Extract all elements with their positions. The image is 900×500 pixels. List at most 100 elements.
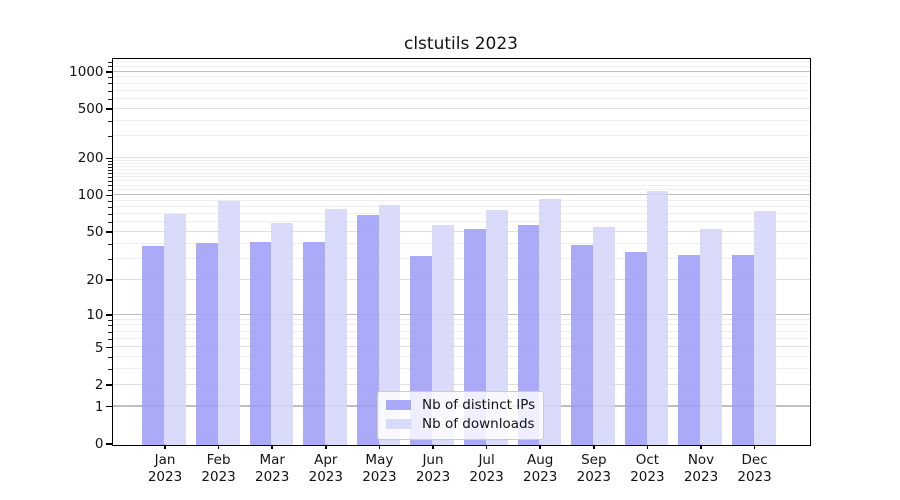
y-minor-tick bbox=[108, 163, 112, 165]
y-minor-tick bbox=[108, 136, 112, 138]
minor-gridline bbox=[112, 98, 811, 100]
bar-distinct-ips-oct bbox=[624, 251, 647, 445]
legend-row-distinct-ips: Nb of distinct IPs bbox=[386, 397, 535, 414]
y-minor-tick bbox=[108, 185, 112, 187]
legend-label-downloads: Nb of downloads bbox=[422, 416, 535, 432]
minor-gridline bbox=[112, 184, 811, 186]
y-major-tick bbox=[105, 443, 112, 445]
y-minor-tick bbox=[108, 83, 112, 85]
minor-gridline bbox=[112, 76, 811, 78]
y-tick-label: 10 bbox=[86, 306, 104, 323]
y-tick-label: 1 bbox=[94, 398, 104, 415]
y-minor-tick bbox=[108, 66, 112, 68]
bar-distinct-ips-aug bbox=[517, 225, 540, 445]
y-minor-tick bbox=[108, 176, 112, 178]
gridline bbox=[112, 157, 811, 159]
decade-gridline bbox=[112, 70, 811, 72]
gridline bbox=[112, 346, 811, 348]
x-tick-label: Feb 2023 bbox=[201, 452, 236, 485]
y-major-tick bbox=[105, 108, 112, 110]
y-minor-tick bbox=[108, 90, 112, 92]
minor-gridline bbox=[112, 172, 811, 174]
y-major-tick bbox=[105, 279, 112, 281]
y-tick-label: 5 bbox=[94, 339, 104, 356]
x-tick bbox=[646, 444, 649, 449]
y-major-tick bbox=[105, 231, 112, 234]
minor-gridline bbox=[112, 213, 811, 215]
x-tick-label: Jun 2023 bbox=[415, 452, 451, 485]
bar-distinct-ips-nov bbox=[678, 254, 701, 445]
bar-downloads-apr bbox=[325, 209, 347, 445]
y-minor-tick bbox=[108, 160, 112, 162]
y-major-tick bbox=[105, 346, 112, 349]
y-minor-tick bbox=[108, 180, 112, 182]
minor-gridline bbox=[112, 324, 811, 326]
y-minor-tick bbox=[108, 173, 112, 175]
y-tick-label: 20 bbox=[86, 272, 104, 289]
y-minor-tick bbox=[108, 319, 112, 321]
decade-gridline bbox=[112, 313, 811, 315]
chart-title: clstutils 2023 bbox=[403, 34, 518, 54]
minor-gridline bbox=[112, 257, 811, 259]
y-major-tick bbox=[105, 314, 112, 316]
y-minor-tick bbox=[108, 222, 112, 224]
decade-gridline bbox=[112, 194, 811, 196]
y-major-tick bbox=[105, 194, 112, 197]
legend-swatch-downloads-icon bbox=[386, 418, 411, 430]
x-tick bbox=[485, 444, 488, 449]
bar-downloads-nov bbox=[700, 228, 723, 445]
minor-gridline bbox=[112, 89, 811, 91]
bar-distinct-ips-mar bbox=[249, 242, 272, 445]
y-minor-tick bbox=[108, 166, 112, 168]
minor-gridline bbox=[112, 65, 811, 67]
x-tick bbox=[539, 444, 541, 449]
bar-downloads-dec bbox=[753, 211, 776, 445]
y-minor-tick bbox=[108, 356, 112, 358]
minor-gridline bbox=[112, 206, 811, 208]
y-tick-label: 1000 bbox=[69, 63, 104, 80]
bar-downloads-mar bbox=[271, 223, 294, 445]
x-tick bbox=[432, 444, 434, 449]
y-major-tick bbox=[105, 157, 112, 160]
bar-downloads-feb bbox=[217, 201, 240, 445]
minor-gridline bbox=[112, 165, 811, 167]
y-minor-tick bbox=[108, 338, 112, 340]
gridline bbox=[112, 383, 811, 385]
x-tick bbox=[753, 444, 756, 449]
bar-downloads-may bbox=[378, 204, 401, 445]
x-tick-label: Nov 2023 bbox=[683, 452, 719, 485]
x-tick bbox=[700, 444, 702, 449]
y-minor-tick bbox=[108, 120, 112, 122]
minor-gridline bbox=[112, 199, 811, 201]
y-major-tick bbox=[105, 405, 112, 408]
legend-label-distinct-ips: Nb of distinct IPs bbox=[422, 397, 536, 413]
bar-downloads-aug bbox=[539, 199, 562, 445]
minor-gridline bbox=[112, 318, 811, 320]
y-tick-label: 2 bbox=[94, 376, 104, 393]
minor-gridline bbox=[112, 221, 811, 223]
bar-distinct-ips-feb bbox=[196, 243, 218, 445]
y-minor-tick bbox=[108, 325, 112, 327]
legend-row-downloads: Nb of downloads bbox=[386, 416, 535, 433]
y-minor-tick bbox=[108, 200, 112, 202]
y-minor-tick bbox=[108, 169, 112, 171]
y-minor-tick bbox=[108, 61, 112, 63]
y-minor-tick bbox=[108, 258, 112, 260]
y-tick-label: 500 bbox=[77, 101, 104, 118]
y-minor-tick bbox=[108, 331, 112, 333]
y-minor-tick bbox=[108, 368, 112, 370]
bar-distinct-ips-apr bbox=[303, 242, 326, 445]
x-tick-label: Aug 2023 bbox=[523, 452, 558, 485]
bar-distinct-ips-dec bbox=[732, 254, 754, 445]
y-tick-label: 0 bbox=[94, 436, 104, 452]
minor-gridline bbox=[112, 356, 811, 358]
bar-downloads-oct bbox=[646, 191, 669, 445]
y-minor-tick bbox=[108, 206, 112, 208]
minor-gridline bbox=[112, 162, 811, 164]
minor-gridline bbox=[112, 338, 811, 339]
minor-gridline bbox=[112, 189, 811, 191]
x-tick bbox=[271, 444, 273, 449]
x-tick bbox=[217, 444, 220, 449]
legend: Nb of distinct IPs Nb of downloads bbox=[377, 390, 545, 440]
